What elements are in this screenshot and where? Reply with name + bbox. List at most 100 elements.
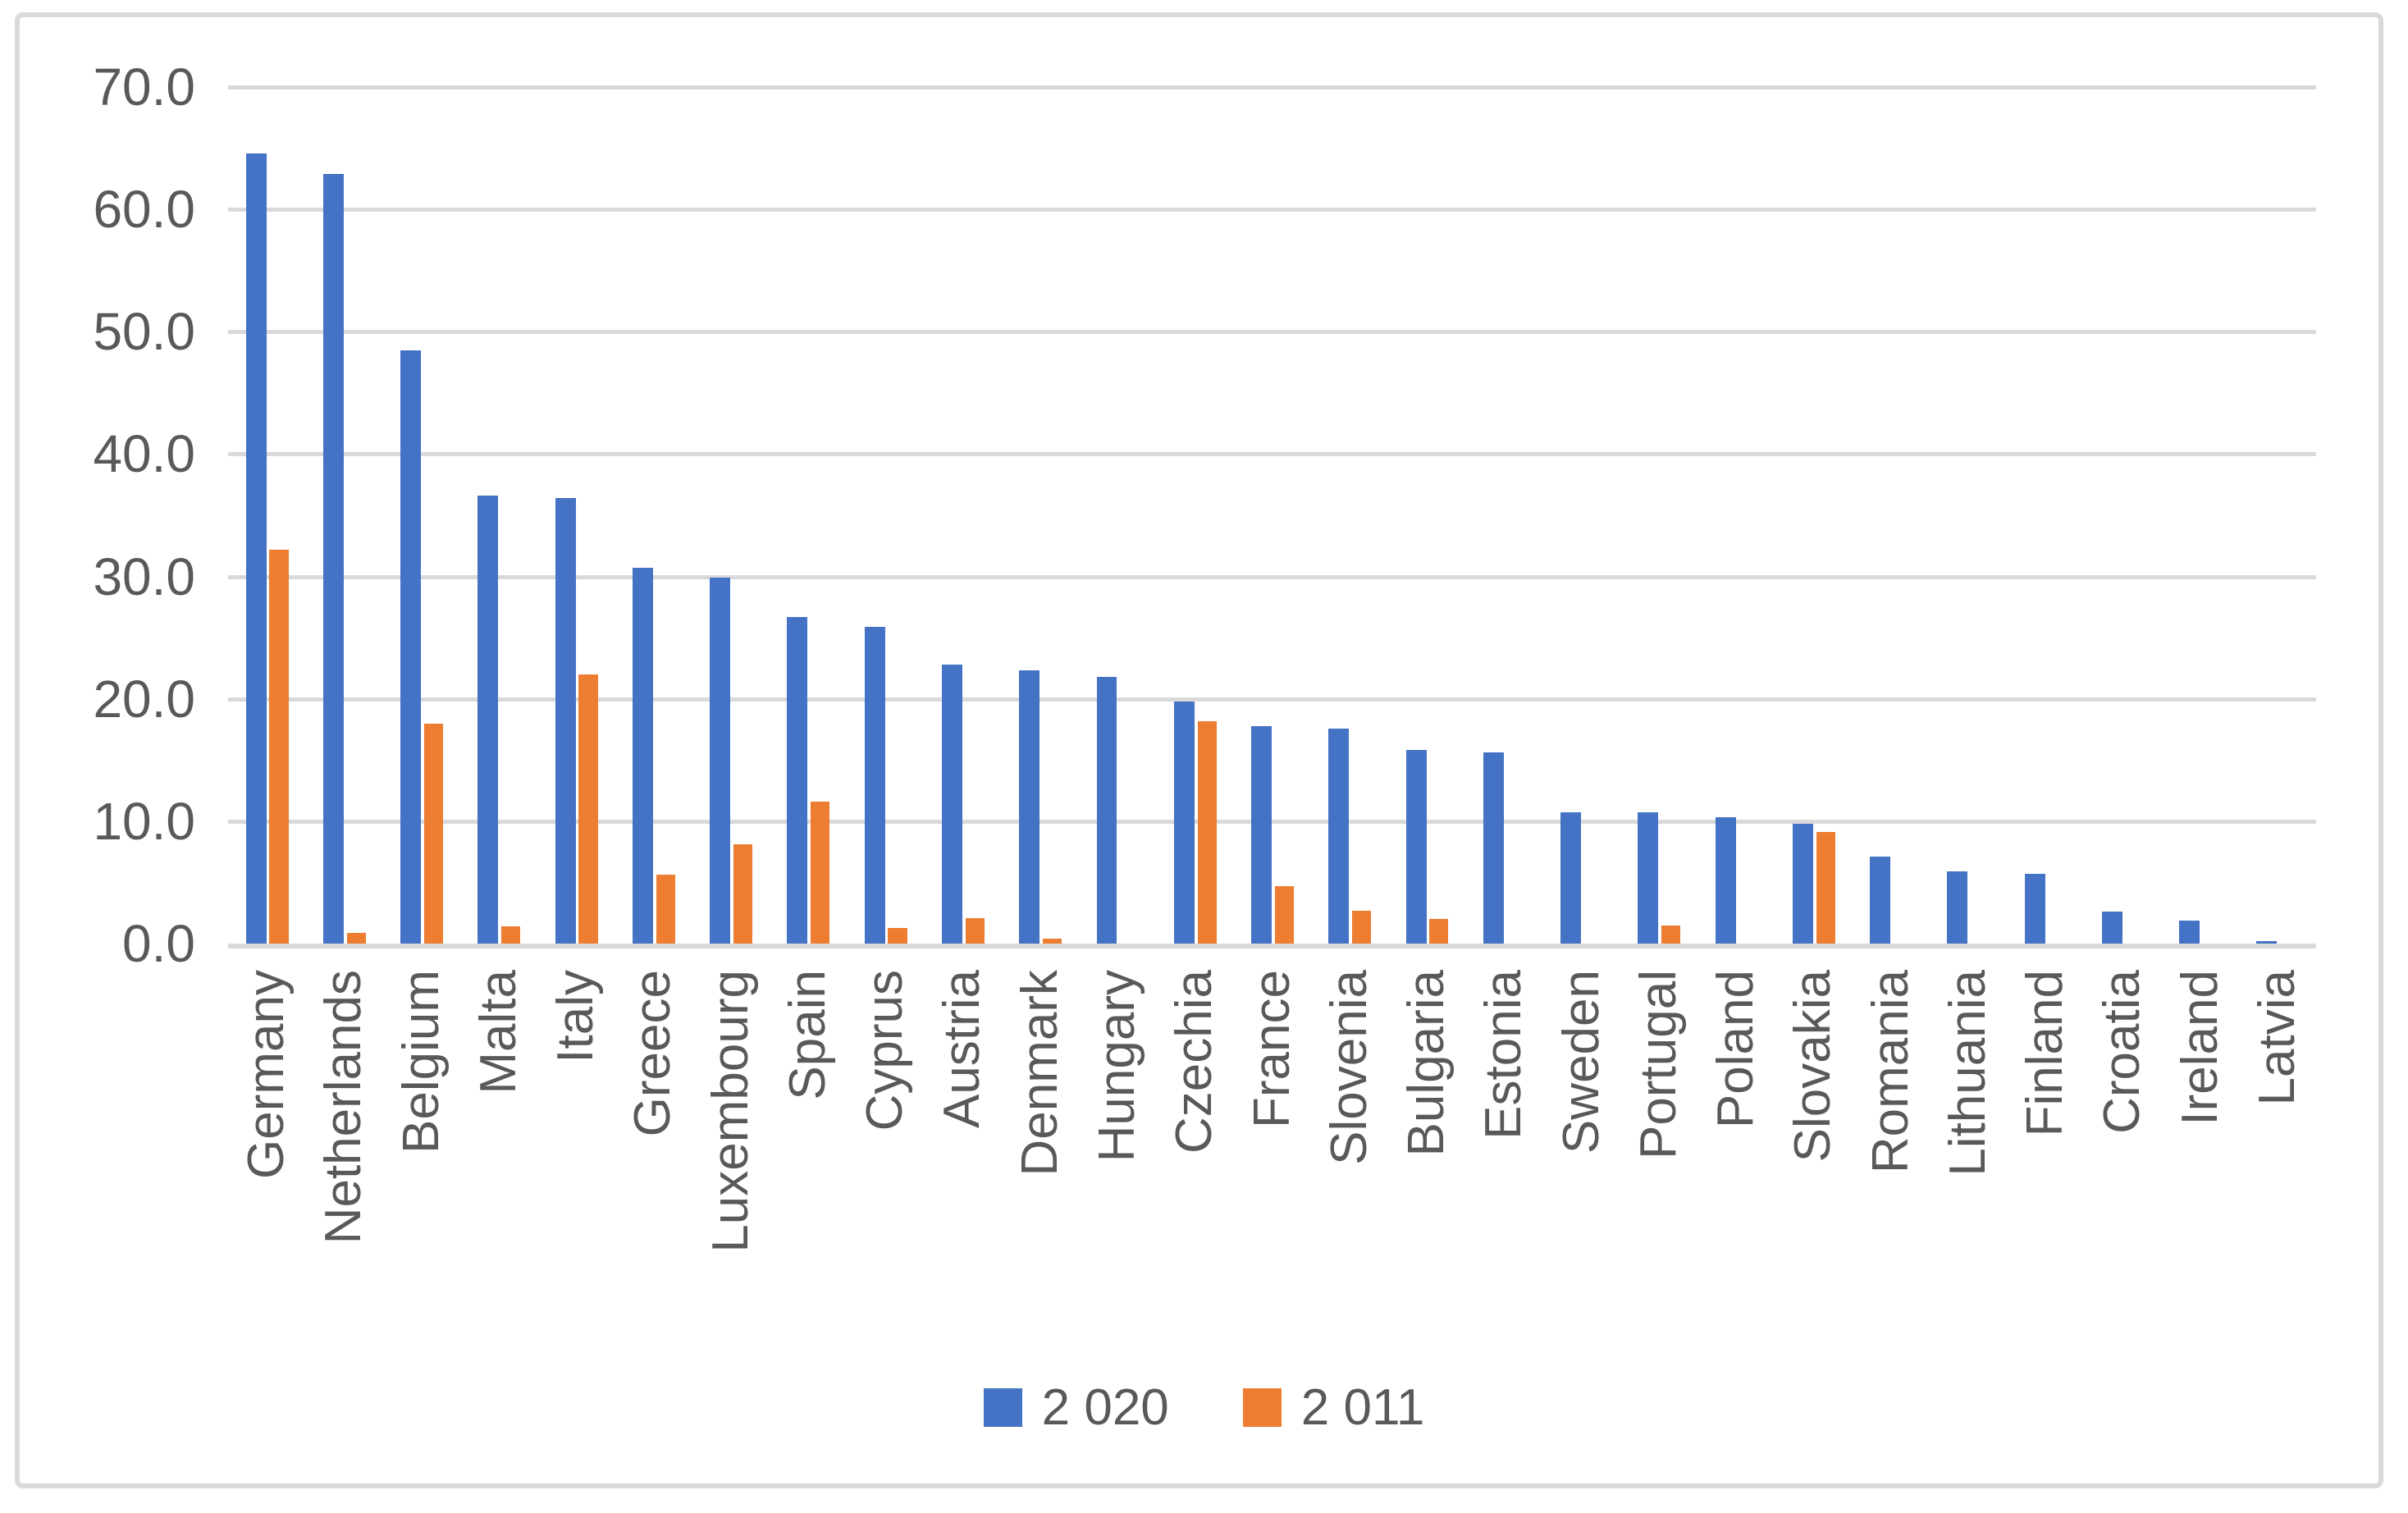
bar-2011-austria	[965, 917, 985, 944]
bar-group	[615, 87, 692, 944]
y-tick-label: 0.0	[122, 914, 195, 973]
plot-area	[228, 85, 2316, 948]
bar-2011-malta	[501, 926, 521, 944]
bar-group	[2161, 87, 2238, 944]
y-tick-label: 10.0	[93, 791, 195, 851]
x-axis-label-malta: Malta	[469, 970, 527, 1095]
bar-2011-germany	[269, 549, 289, 944]
bar-2020-spain	[787, 616, 808, 944]
y-tick-label: 50.0	[93, 302, 195, 362]
bar-2020-latvia	[2256, 941, 2278, 944]
x-axis-label-austria: Austria	[934, 970, 991, 1128]
bar-2020-croatia	[2101, 912, 2122, 944]
bar-group	[1542, 87, 1620, 944]
x-axis-label-portugal: Portugal	[1629, 970, 1687, 1159]
x-axis-label-ireland: Ireland	[2171, 970, 2228, 1126]
bar-group	[2007, 87, 2084, 944]
bar-2020-malta	[477, 496, 499, 944]
bar-2011-denmark	[1043, 939, 1062, 944]
x-axis-label-hungary: Hungary	[1088, 970, 1145, 1163]
bar-group	[770, 87, 847, 944]
bar-2020-poland	[1715, 817, 1736, 944]
bar-2020-germany	[245, 153, 267, 944]
x-axis-label-slovakia: Slovakia	[1784, 970, 1842, 1163]
legend-swatch-icon	[983, 1388, 1022, 1427]
bar-2020-greece	[632, 568, 653, 944]
bar-group	[924, 87, 1001, 944]
bar-group	[692, 87, 770, 944]
x-axis-label-france: France	[1243, 970, 1300, 1128]
bar-2011-italy	[578, 674, 598, 944]
bar-2020-austria	[942, 664, 962, 944]
bar-2011-belgium	[423, 723, 444, 944]
bar-group	[2239, 87, 2316, 944]
x-axis-label-italy: Italy	[547, 970, 605, 1063]
bar-2020-cyprus	[864, 626, 885, 944]
bar-2011-slovenia	[1352, 910, 1372, 944]
bar-group	[1852, 87, 1929, 944]
x-axis-label-luxembourg: Luxembourg	[701, 970, 759, 1253]
bar-group	[1002, 87, 1079, 944]
bar-group	[1388, 87, 1465, 944]
bar-2011-slovakia	[1816, 832, 1835, 944]
bar-group	[847, 87, 924, 944]
bar-group	[537, 87, 615, 944]
bar-2011-czechia	[1197, 720, 1217, 944]
bar-2020-estonia	[1483, 752, 1504, 944]
x-axis-label-estonia: Estonia	[1475, 970, 1533, 1140]
y-tick-label: 40.0	[93, 424, 195, 484]
x-axis-label-croatia: Croatia	[2094, 970, 2151, 1134]
legend-entry: 2 020	[983, 1378, 1169, 1437]
bar-group	[2084, 87, 2161, 944]
bar-2011-bulgaria	[1429, 919, 1449, 944]
legend-swatch-icon	[1242, 1388, 1282, 1427]
x-axis-label-bulgaria: Bulgaria	[1398, 970, 1455, 1157]
x-axis-label-czechia: Czechia	[1166, 970, 1223, 1154]
bar-2020-slovakia	[1792, 823, 1813, 944]
bar-group	[1775, 87, 1852, 944]
x-axis-label-sweden: Sweden	[1552, 970, 1610, 1154]
y-tick-label: 60.0	[93, 180, 195, 240]
bar-2011-spain	[811, 802, 830, 944]
bar-2020-romania	[1870, 857, 1891, 944]
y-tick-label: 30.0	[93, 546, 195, 606]
bar-2011-france	[1274, 885, 1294, 944]
chart-legend: 2 020 2 011	[0, 1378, 2408, 1437]
x-axis-label-romania: Romania	[1862, 970, 1919, 1174]
x-axis-label-slovenia: Slovenia	[1320, 970, 1378, 1165]
bar-2020-slovenia	[1328, 728, 1350, 944]
x-axis-label-belgium: Belgium	[392, 970, 450, 1154]
x-axis-label-netherlands: Netherlands	[315, 970, 372, 1245]
bar-2020-sweden	[1560, 812, 1582, 944]
bar-2020-luxembourg	[710, 578, 731, 944]
x-axis-label-germany: Germany	[238, 970, 295, 1179]
gridline	[228, 208, 2316, 213]
bar-group	[1156, 87, 1233, 944]
bar-group	[1311, 87, 1388, 944]
x-axis-label-finland: Finland	[2017, 970, 2074, 1137]
gridline	[228, 452, 2316, 457]
bar-group	[1697, 87, 1775, 944]
bar-2020-belgium	[400, 350, 422, 944]
gridline	[228, 330, 2316, 335]
bar-2020-denmark	[1019, 670, 1040, 944]
bar-2020-czechia	[1173, 701, 1195, 944]
bar-2011-netherlands	[346, 932, 366, 944]
bar-group	[1233, 87, 1310, 944]
bar-group	[460, 87, 537, 944]
bar-2020-portugal	[1638, 812, 1659, 944]
bar-2011-luxembourg	[733, 844, 753, 944]
legend-label: 2 011	[1300, 1379, 1425, 1436]
bar-group	[305, 87, 382, 944]
x-axis-label-poland: Poland	[1707, 970, 1765, 1129]
bar-2020-hungary	[1096, 676, 1117, 944]
bar-group	[1620, 87, 1697, 944]
bar-2020-finland	[2024, 874, 2045, 944]
bar-group	[1079, 87, 1156, 944]
bar-2020-france	[1251, 725, 1272, 944]
bar-2011-portugal	[1661, 925, 1681, 944]
legend-label: 2 020	[1041, 1379, 1169, 1436]
y-tick-label: 20.0	[93, 669, 195, 729]
x-axis-label-denmark: Denmark	[1011, 970, 1068, 1177]
